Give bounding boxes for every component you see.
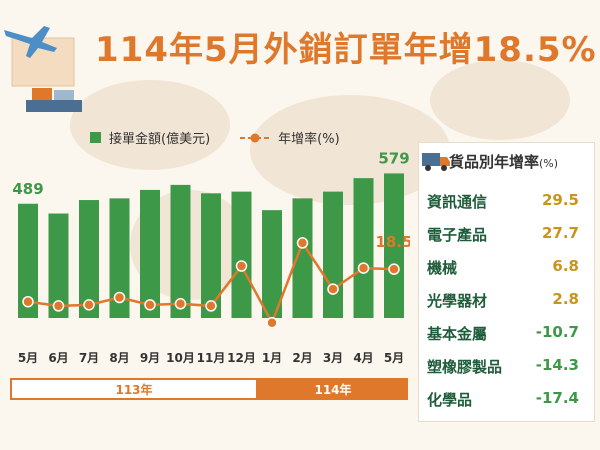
category-row: 資訊通信 29.5 bbox=[427, 187, 587, 217]
data-label: 489 bbox=[12, 180, 43, 198]
growth-point bbox=[83, 299, 95, 311]
category-value: 29.5 bbox=[541, 191, 579, 209]
growth-point bbox=[327, 283, 339, 295]
x-tick-label: 5月 bbox=[18, 351, 38, 365]
bar bbox=[262, 210, 282, 318]
growth-point bbox=[235, 260, 248, 272]
growth-point bbox=[296, 237, 309, 249]
growth-point bbox=[144, 299, 156, 311]
data-label: 18.5 bbox=[375, 233, 410, 251]
panel-title-text: 貨品別年增率 bbox=[449, 152, 540, 171]
category-row: 機械 6.8 bbox=[427, 253, 587, 283]
year-group-114: 114年 bbox=[258, 378, 408, 400]
growth-point bbox=[388, 263, 400, 275]
x-tick-label: 5月 bbox=[384, 351, 404, 365]
category-name: 基本金屬 bbox=[427, 325, 488, 343]
category-name: 機械 bbox=[427, 259, 458, 277]
growth-point bbox=[22, 295, 34, 308]
x-tick-label: 4月 bbox=[353, 351, 373, 365]
bar bbox=[292, 198, 313, 318]
panel-title: 貨品別年增率(%) bbox=[449, 151, 558, 172]
bar bbox=[201, 193, 221, 318]
growth-point bbox=[113, 291, 126, 304]
growth-point bbox=[52, 300, 65, 312]
panel-header: 貨品別年增率(%) bbox=[419, 143, 594, 179]
category-row: 光學器材 2.8 bbox=[427, 286, 587, 316]
category-name: 塑橡膠製品 bbox=[427, 358, 503, 376]
bar bbox=[231, 191, 252, 318]
category-value: 6.8 bbox=[552, 257, 579, 275]
category-value: -17.4 bbox=[535, 389, 579, 407]
bar bbox=[109, 198, 130, 318]
legend-line-label: 年增率(%) bbox=[278, 132, 340, 147]
x-tick-label: 10月 bbox=[166, 351, 195, 365]
category-row: 塑橡膠製品 -14.3 bbox=[427, 352, 587, 382]
x-tick-label: 11月 bbox=[197, 351, 226, 365]
x-tick-label: 9月 bbox=[140, 351, 160, 365]
category-value: 2.8 bbox=[552, 290, 579, 308]
category-name: 光學器材 bbox=[427, 292, 488, 310]
panel-unit: (%) bbox=[539, 156, 559, 170]
category-name: 資訊通信 bbox=[427, 193, 488, 211]
shipping-illustration bbox=[4, 26, 82, 112]
x-tick-label: 1月 bbox=[262, 351, 282, 365]
x-tick-label: 7月 bbox=[79, 351, 99, 365]
growth-point bbox=[266, 316, 278, 329]
category-name: 化學品 bbox=[427, 391, 473, 409]
category-row: 化學品 -17.4 bbox=[427, 385, 587, 415]
x-tick-label: 3月 bbox=[323, 351, 343, 365]
category-value: -10.7 bbox=[535, 323, 579, 341]
x-tick-label: 2月 bbox=[292, 351, 312, 365]
growth-point bbox=[205, 300, 217, 312]
category-value: 27.7 bbox=[541, 224, 579, 242]
bar bbox=[353, 178, 374, 318]
category-growth-panel: 貨品別年增率(%) 資訊通信 29.5 電子產品 27.7 機械 6.8 光學器材 2.8 基本… bbox=[418, 142, 595, 422]
bar bbox=[48, 213, 69, 318]
bar bbox=[170, 184, 191, 318]
map-background bbox=[250, 95, 450, 205]
chart-title: 114年5月外銷訂單年增18.5% bbox=[95, 30, 597, 70]
airplane-icon bbox=[4, 26, 57, 58]
cargo-ship-icon bbox=[26, 100, 82, 112]
truck-icon bbox=[422, 153, 450, 171]
bar bbox=[140, 189, 160, 318]
category-row: 電子產品 27.7 bbox=[427, 220, 587, 250]
legend-bar-swatch bbox=[90, 132, 101, 143]
category-value: -14.3 bbox=[535, 356, 579, 374]
x-tick-label: 8月 bbox=[109, 351, 129, 365]
bar bbox=[323, 191, 343, 318]
year-group-113: 113年 bbox=[10, 378, 258, 400]
category-row: 基本金屬 -10.7 bbox=[427, 319, 587, 349]
category-name: 電子產品 bbox=[427, 226, 488, 244]
map-background bbox=[70, 80, 230, 170]
growth-point bbox=[357, 262, 370, 274]
legend-bar-label: 接單金額(億美元) bbox=[109, 132, 211, 147]
bar bbox=[18, 203, 38, 318]
map-background bbox=[430, 60, 570, 140]
x-tick-label: 12月 bbox=[227, 351, 256, 365]
chart-area: 5月 6月 7月 8月 9月 10月 11月 12月 1月 2月 3月 4月 5月 489 579 18.5 bbox=[12, 149, 410, 365]
growth-point bbox=[174, 298, 187, 310]
data-label: 579 bbox=[378, 149, 409, 167]
bar bbox=[79, 200, 99, 318]
legend: 接單金額(億美元) 年增率(%) bbox=[90, 128, 340, 147]
legend-line-swatch bbox=[240, 133, 271, 142]
bar bbox=[384, 173, 404, 318]
x-tick-label: 6月 bbox=[48, 351, 68, 365]
